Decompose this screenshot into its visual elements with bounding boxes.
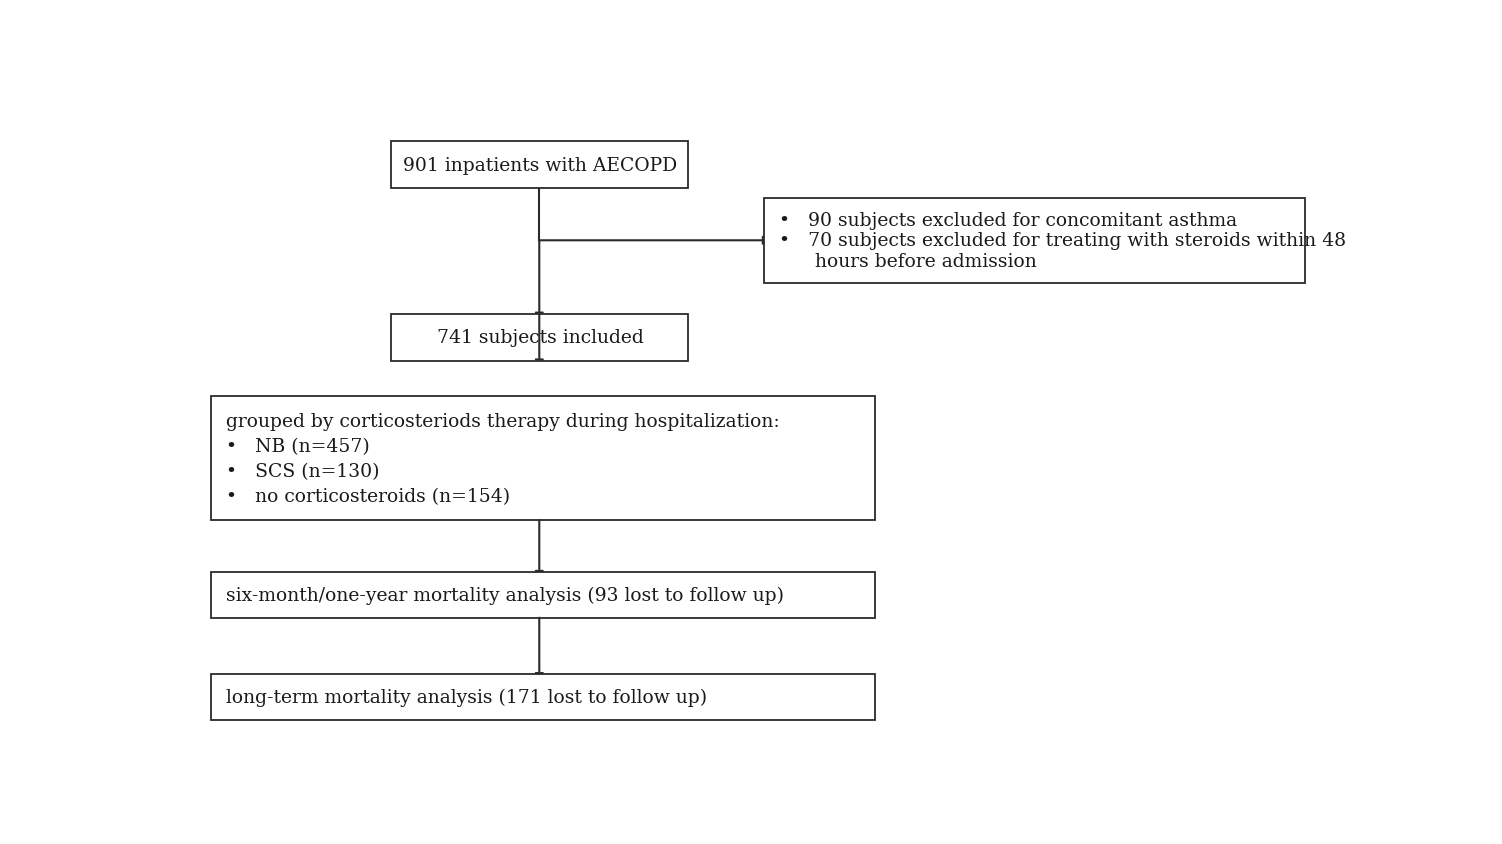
Text: 741 subjects included: 741 subjects included: [437, 329, 643, 347]
Text: hours before admission: hours before admission: [780, 252, 1036, 270]
Text: •   90 subjects excluded for concomitant asthma: • 90 subjects excluded for concomitant a…: [780, 212, 1238, 230]
Bar: [210, 674, 874, 720]
Text: 901 inpatients with AECOPD: 901 inpatients with AECOPD: [403, 157, 677, 175]
Text: •   70 subjects excluded for treating with steroids within 48: • 70 subjects excluded for treating with…: [780, 232, 1346, 250]
Text: six-month/one-year mortality analysis (93 lost to follow up): six-month/one-year mortality analysis (9…: [227, 586, 784, 604]
Bar: [392, 315, 688, 361]
Bar: [210, 572, 874, 618]
Bar: [765, 198, 1305, 284]
Bar: [210, 397, 874, 521]
Text: long-term mortality analysis (171 lost to follow up): long-term mortality analysis (171 lost t…: [227, 688, 707, 706]
Text: •   SCS (n=130): • SCS (n=130): [227, 463, 380, 480]
Text: •   no corticosteroids (n=154): • no corticosteroids (n=154): [227, 487, 511, 506]
Text: grouped by corticosteriods therapy during hospitalization:: grouped by corticosteriods therapy durin…: [227, 412, 780, 430]
Bar: [392, 143, 688, 189]
Text: •   NB (n=457): • NB (n=457): [227, 437, 369, 455]
